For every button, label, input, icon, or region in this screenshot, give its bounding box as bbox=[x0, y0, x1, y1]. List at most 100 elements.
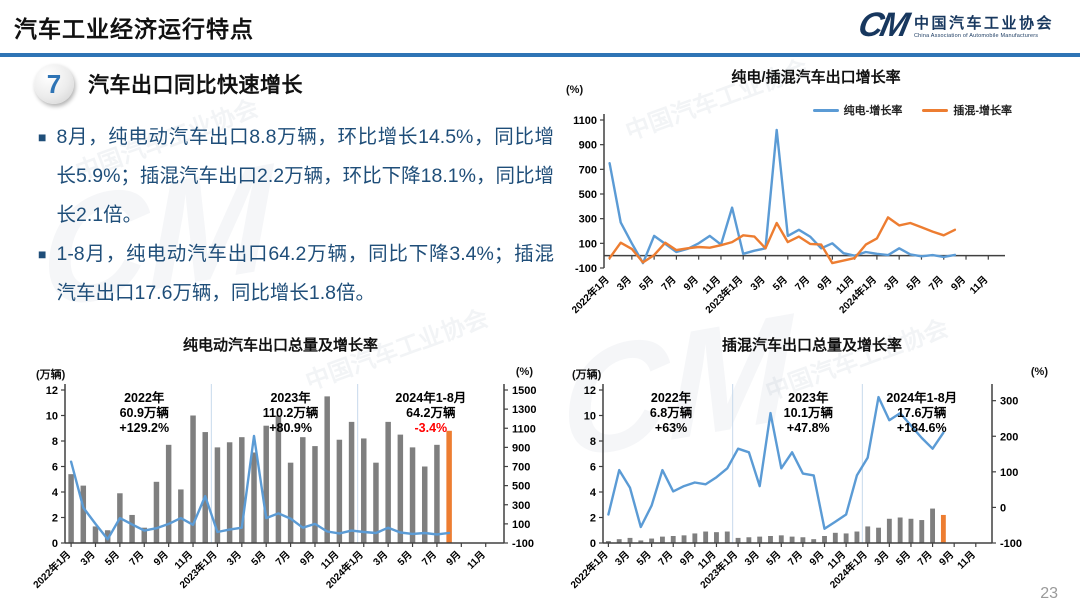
svg-text:100: 100 bbox=[1000, 467, 1018, 479]
svg-text:7月: 7月 bbox=[420, 549, 439, 568]
svg-text:9月: 9月 bbox=[815, 274, 834, 293]
svg-text:7月: 7月 bbox=[656, 549, 675, 568]
svg-text:0: 0 bbox=[52, 538, 58, 550]
chart-title: 插混汽车出口总量及增长率 bbox=[721, 337, 902, 354]
svg-text:11月: 11月 bbox=[465, 549, 488, 572]
svg-text:5月: 5月 bbox=[395, 549, 414, 568]
svg-text:5月: 5月 bbox=[637, 274, 656, 293]
caam-logo-mark-icon: CM bbox=[855, 6, 911, 44]
section-heading: 汽车出口同比快速增长 bbox=[88, 74, 303, 97]
svg-text:12: 12 bbox=[584, 385, 596, 397]
svg-text:9月: 9月 bbox=[681, 274, 700, 293]
svg-text:1300: 1300 bbox=[512, 404, 536, 416]
chart-legend: 纯电-增长率 插混-增长率 bbox=[812, 102, 1012, 118]
caam-logo-en: China Association of Automobile Manufact… bbox=[913, 33, 1039, 39]
svg-text:7月: 7月 bbox=[786, 549, 805, 568]
svg-text:3月: 3月 bbox=[371, 549, 390, 568]
bullet-text: 1-8月，纯电动汽车出口64.2万辆，同比下降3.4%；插混汽车出口17.6万辆… bbox=[56, 243, 554, 304]
svg-text:1500: 1500 bbox=[512, 385, 536, 397]
svg-text:3月: 3月 bbox=[78, 549, 97, 568]
chart-bev-export-total: 纯电动汽车出口总量及增长率 (万辆) (%) 0 2 4 6 8 10 12 -100 100 3… bbox=[22, 328, 539, 607]
svg-text:6: 6 bbox=[590, 462, 596, 474]
svg-text:9月: 9月 bbox=[151, 549, 170, 568]
svg-text:-100: -100 bbox=[575, 263, 597, 275]
chart-bev-phev-export-growth: 纯电/插混汽车出口增长率 (%) 纯电-增长率 插混-增长率 -100 100 30… bbox=[558, 62, 1074, 324]
svg-text:-100: -100 bbox=[512, 538, 534, 550]
svg-text:100: 100 bbox=[579, 238, 597, 250]
svg-text:200: 200 bbox=[1000, 431, 1018, 443]
svg-text:11月: 11月 bbox=[955, 549, 978, 572]
svg-text:3月: 3月 bbox=[613, 549, 632, 568]
bullet-item: ■ 8月，纯电动汽车出口8.8万辆，环比增长14.5%，同比增长5.9%；插混汽… bbox=[38, 118, 554, 235]
chart-plot: 0 2 4 6 8 10 12 -100 100 300 500 700 900 1100 1300 1500… bbox=[30, 384, 536, 591]
legend-item: 插混-增长率 bbox=[922, 102, 1012, 118]
section-number-badge: 7 bbox=[34, 64, 74, 104]
chart-title: 纯电动汽车出口总量及增长率 bbox=[182, 337, 378, 354]
svg-text:700: 700 bbox=[579, 164, 597, 176]
svg-text:7月: 7月 bbox=[926, 274, 945, 293]
svg-text:3月: 3月 bbox=[614, 274, 633, 293]
svg-text:9月: 9月 bbox=[444, 549, 463, 568]
svg-text:2022年1月: 2022年1月 bbox=[568, 548, 611, 591]
axis-unit-left: (万辆) bbox=[36, 369, 66, 381]
svg-text:9月: 9月 bbox=[949, 274, 968, 293]
svg-text:2: 2 bbox=[590, 513, 596, 525]
svg-text:5月: 5月 bbox=[770, 274, 789, 293]
svg-text:5月: 5月 bbox=[634, 549, 653, 568]
svg-text:0: 0 bbox=[590, 538, 596, 550]
svg-text:5月: 5月 bbox=[103, 549, 122, 568]
svg-text:9月: 9月 bbox=[937, 549, 956, 568]
svg-text:5月: 5月 bbox=[249, 549, 268, 568]
legend-line-swatch bbox=[812, 108, 839, 112]
svg-text:500: 500 bbox=[512, 481, 530, 493]
svg-text:300: 300 bbox=[512, 500, 530, 512]
svg-text:6: 6 bbox=[52, 462, 58, 474]
caam-logo: CM 中国汽车工业协会 China Association of Automob… bbox=[855, 6, 1054, 45]
axis-unit-left: (万辆) bbox=[572, 369, 602, 381]
legend-label: 纯电-增长率 bbox=[843, 105, 903, 117]
svg-text:7月: 7月 bbox=[915, 549, 934, 568]
svg-text:3月: 3月 bbox=[882, 274, 901, 293]
bullet-square-icon: ■ bbox=[38, 246, 47, 262]
svg-text:7月: 7月 bbox=[659, 274, 678, 293]
svg-text:8: 8 bbox=[52, 436, 58, 448]
svg-text:2: 2 bbox=[52, 513, 58, 525]
bullet-item: ■ 1-8月，纯电动汽车出口64.2万辆，同比下降3.4%；插混汽车出口17.6… bbox=[38, 235, 554, 313]
svg-text:11月: 11月 bbox=[967, 274, 990, 297]
legend-label: 插混-增长率 bbox=[953, 105, 1012, 117]
svg-text:300: 300 bbox=[579, 214, 597, 226]
svg-text:900: 900 bbox=[579, 140, 597, 152]
legend-line-swatch bbox=[922, 108, 949, 112]
svg-text:12: 12 bbox=[46, 385, 58, 397]
svg-text:500: 500 bbox=[579, 189, 597, 201]
bullet-square-icon: ■ bbox=[38, 129, 47, 145]
svg-text:900: 900 bbox=[512, 442, 530, 454]
svg-text:2022年1月: 2022年1月 bbox=[30, 548, 73, 591]
svg-text:700: 700 bbox=[512, 462, 530, 474]
axis-unit-right: (%) bbox=[515, 366, 533, 378]
svg-text:3月: 3月 bbox=[224, 549, 243, 568]
svg-text:3月: 3月 bbox=[742, 549, 761, 568]
svg-text:7月: 7月 bbox=[793, 274, 812, 293]
svg-text:7月: 7月 bbox=[127, 549, 146, 568]
svg-text:4: 4 bbox=[52, 487, 59, 499]
svg-text:5月: 5月 bbox=[894, 549, 913, 568]
page-number: 23 bbox=[1040, 585, 1058, 602]
legend-item: 纯电-增长率 bbox=[812, 102, 903, 118]
svg-text:1100: 1100 bbox=[512, 423, 536, 435]
svg-text:9月: 9月 bbox=[677, 549, 696, 568]
svg-text:8: 8 bbox=[590, 436, 596, 448]
chart-phev-export-total: 插混汽车出口总量及增长率 (万辆) (%) 0 2 4 6 8 10 12 -100 0 100 2… bbox=[552, 328, 1072, 607]
svg-text:9月: 9月 bbox=[298, 549, 317, 568]
svg-text:5月: 5月 bbox=[764, 549, 783, 568]
svg-text:1100: 1100 bbox=[573, 115, 597, 127]
svg-text:3月: 3月 bbox=[748, 274, 767, 293]
